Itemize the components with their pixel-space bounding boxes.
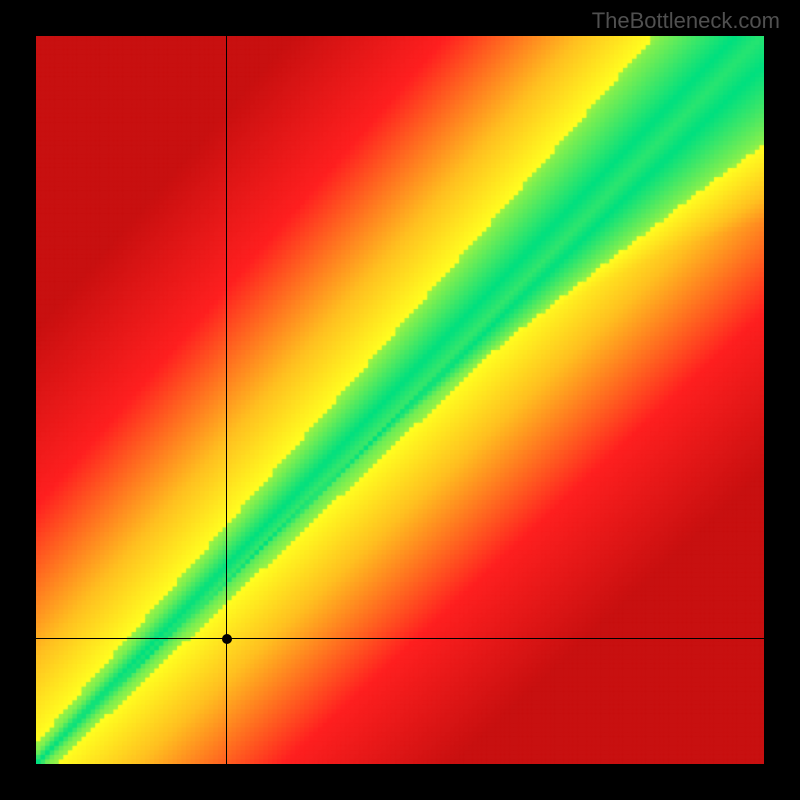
crosshair-marker [222,634,232,644]
heatmap-canvas [36,36,764,764]
heatmap-plot [36,36,764,764]
crosshair-horizontal [36,638,764,639]
crosshair-vertical [226,36,227,764]
chart-container: TheBottleneck.com [0,0,800,800]
watermark-text: TheBottleneck.com [592,8,780,34]
